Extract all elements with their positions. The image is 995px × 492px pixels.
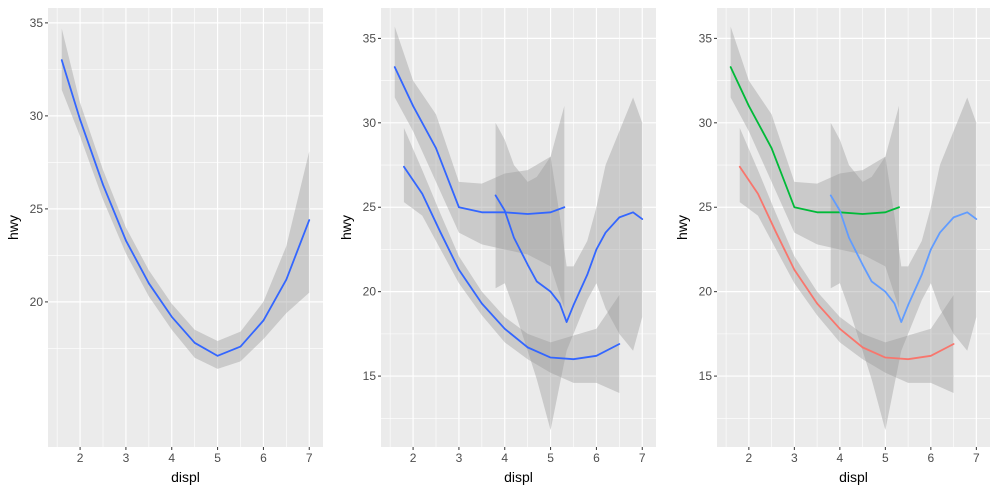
- x-tick-label: 7: [973, 451, 980, 465]
- y-tick-label: 15: [363, 369, 377, 383]
- y-tick-label: 20: [30, 295, 44, 309]
- smooth-line-3: [494, 194, 644, 323]
- x-tick-label: 3: [123, 451, 130, 465]
- x-tick-label: 5: [882, 451, 889, 465]
- x-tick-label: 4: [837, 451, 844, 465]
- x-tick-label: 4: [501, 451, 508, 465]
- x-tick-label: 2: [410, 451, 417, 465]
- confidence-band-3: [495, 97, 643, 431]
- y-tick-label: 15: [699, 369, 713, 383]
- x-tick-label: 3: [456, 451, 463, 465]
- confidence-band-2: [739, 127, 954, 393]
- y-tick-label: 20: [363, 285, 377, 299]
- smooth-line-2: [738, 165, 955, 361]
- x-axis-title: displ: [504, 469, 533, 485]
- y-tick-label: 30: [699, 116, 713, 130]
- confidence-band-1: [394, 26, 565, 309]
- x-tick-label: 5: [214, 451, 221, 465]
- x-tick-label: 7: [306, 451, 313, 465]
- x-tick-label: 6: [928, 451, 935, 465]
- y-tick-label: 30: [30, 109, 44, 123]
- smooth-line-1: [729, 66, 900, 215]
- x-tick-label: 5: [547, 451, 554, 465]
- y-tick-label: 35: [699, 31, 713, 45]
- smooth-line-2: [403, 165, 621, 361]
- confidence-band-2: [403, 127, 620, 393]
- x-tick-label: 2: [77, 451, 84, 465]
- x-axis-title: displ: [839, 469, 868, 485]
- x-tick-label: 7: [639, 451, 646, 465]
- y-tick-label: 25: [699, 200, 713, 214]
- chart-2: 2 3 4 5 6 7 15 20 25 30 35 displ hwy: [338, 8, 656, 485]
- x-tick-label: 6: [260, 451, 267, 465]
- x-tick-label: 3: [791, 451, 798, 465]
- y-tick-label: 30: [363, 116, 377, 130]
- y-tick-label: 20: [699, 285, 713, 299]
- confidence-band-1: [61, 28, 310, 369]
- chart-1: 2 3 4 5 6 7 20 25 30 35 displ hwy: [5, 8, 323, 485]
- y-axis-title: hwy: [5, 215, 21, 240]
- panel-background: [48, 8, 323, 447]
- x-axis-title: displ: [171, 469, 200, 485]
- x-tick-label: 6: [593, 451, 600, 465]
- smooth-line-1: [60, 59, 311, 357]
- confidence-band-3: [830, 97, 977, 431]
- y-axis-title: hwy: [338, 215, 354, 240]
- y-tick-label: 35: [30, 16, 44, 30]
- y-tick-label: 25: [30, 202, 44, 216]
- smooth-line-3: [829, 194, 978, 323]
- y-tick-label: 25: [363, 200, 377, 214]
- smooth-line-1: [393, 66, 566, 215]
- x-tick-label: 4: [168, 451, 175, 465]
- y-tick-label: 35: [363, 31, 377, 45]
- y-axis-title: hwy: [674, 215, 690, 240]
- chart-3: 2 3 4 5 6 7 15 20 25 30 35 displ hwy: [674, 8, 990, 485]
- confidence-band-1: [730, 26, 899, 309]
- x-tick-label: 2: [746, 451, 753, 465]
